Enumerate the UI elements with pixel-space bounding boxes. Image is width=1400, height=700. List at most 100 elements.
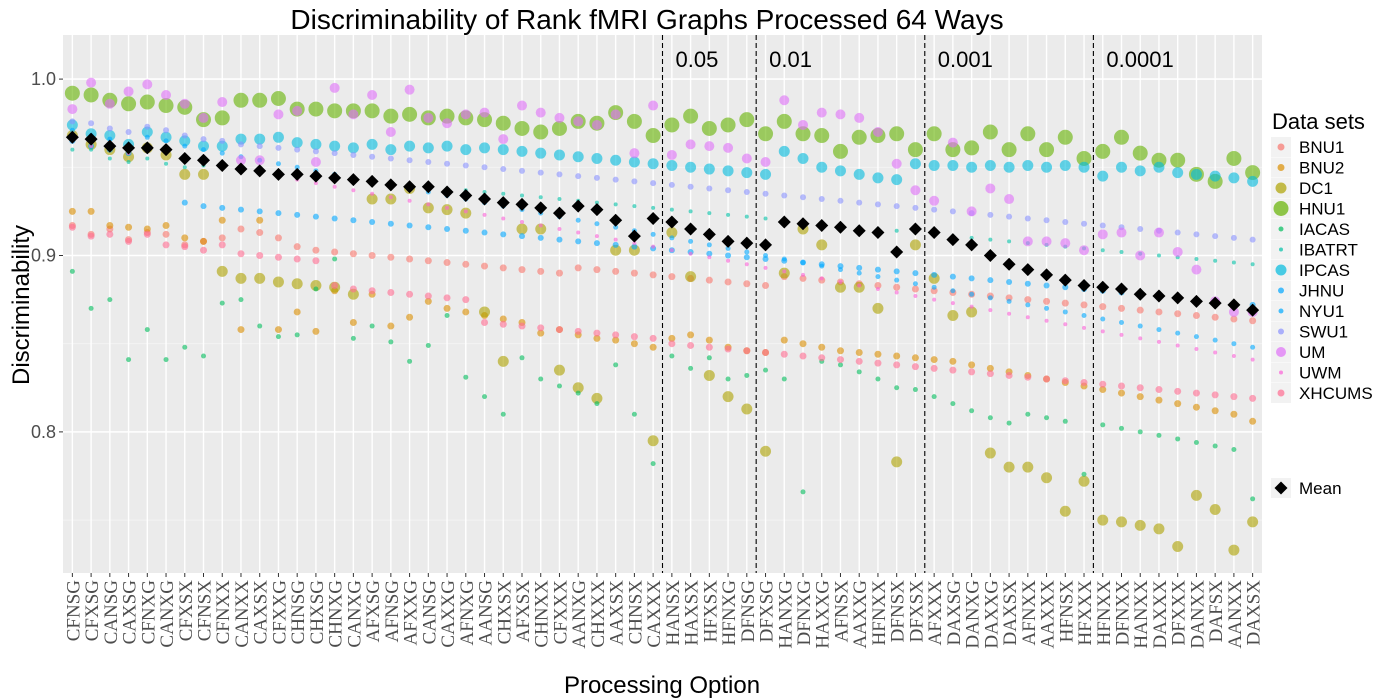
point-nyu1 bbox=[575, 217, 581, 223]
point-iacas bbox=[1250, 496, 1256, 502]
legend-label-mean: Mean bbox=[1299, 479, 1342, 498]
point-swu1 bbox=[425, 159, 432, 166]
point-uwm bbox=[932, 297, 937, 302]
x-axis-ticks: CFNSGCFXSGCANSGCAXSGCFNXGCANXGCFXSXCFNSX… bbox=[63, 573, 1265, 649]
point-xhcums bbox=[743, 347, 751, 355]
point-ipcas bbox=[1153, 161, 1165, 173]
point-xhcums bbox=[443, 294, 451, 302]
point-hnu1 bbox=[1057, 129, 1073, 145]
point-jhnu bbox=[481, 229, 488, 236]
point-um bbox=[235, 155, 246, 166]
mean-point bbox=[1133, 287, 1147, 301]
point-ipcas bbox=[179, 135, 191, 147]
x-tick-label: AFNSG bbox=[382, 580, 403, 643]
point-bnu1 bbox=[368, 251, 376, 259]
point-bnu1 bbox=[1043, 297, 1051, 305]
point-swu1 bbox=[125, 129, 132, 136]
x-tick-label: DAFSX bbox=[1206, 580, 1227, 643]
point-iacas bbox=[238, 297, 244, 303]
point-hnu1 bbox=[926, 126, 942, 142]
point-swu1 bbox=[1174, 229, 1181, 236]
series-swu1 bbox=[69, 118, 1256, 243]
x-tick-label: CANXG bbox=[344, 580, 365, 648]
point-nyu1 bbox=[894, 277, 900, 283]
point-um bbox=[1004, 194, 1015, 205]
point-iacas bbox=[800, 489, 806, 495]
x-tick-label: CFXXG bbox=[269, 580, 290, 645]
point-iacas bbox=[1081, 471, 1087, 477]
point-iacas bbox=[1175, 436, 1181, 442]
point-jhnu bbox=[387, 220, 394, 227]
point-dc1 bbox=[179, 168, 191, 180]
point-uwm bbox=[89, 144, 94, 149]
x-tick-label: CANXX bbox=[232, 580, 253, 648]
point-nyu1 bbox=[987, 295, 993, 301]
point-xhcums bbox=[705, 343, 713, 351]
point-nyu1 bbox=[1025, 302, 1031, 308]
point-um bbox=[1079, 245, 1090, 256]
point-bnu2 bbox=[462, 308, 470, 316]
point-dc1 bbox=[254, 272, 266, 284]
threshold-lines: 0.05 0.01 0.001 0.0001 bbox=[661, 35, 1174, 573]
point-jhnu bbox=[837, 263, 844, 270]
x-tick-label: CAXSX bbox=[251, 580, 272, 645]
point-swu1 bbox=[1212, 233, 1219, 240]
point-um bbox=[648, 100, 659, 111]
point-ipcas bbox=[441, 140, 453, 152]
series-ipcas bbox=[66, 119, 1259, 187]
point-jhnu bbox=[1043, 282, 1050, 289]
point-ipcas bbox=[610, 154, 622, 166]
point-iacas bbox=[556, 383, 562, 389]
x-tick-label: HFXXX bbox=[1075, 580, 1096, 646]
point-bnu2 bbox=[949, 357, 957, 365]
x-tick-label: CFNXG bbox=[138, 580, 159, 645]
point-hnu1 bbox=[964, 140, 980, 156]
point-bnu1 bbox=[574, 264, 582, 272]
point-bnu1 bbox=[555, 269, 563, 277]
point-swu1 bbox=[275, 144, 282, 151]
mean-point bbox=[328, 171, 342, 185]
point-swu1 bbox=[312, 148, 319, 155]
point-iacas bbox=[88, 305, 94, 311]
x-tick-label: CHXSG bbox=[307, 580, 328, 645]
point-uwm bbox=[1250, 357, 1255, 362]
point-swu1 bbox=[1193, 231, 1200, 238]
point-um bbox=[685, 139, 696, 150]
point-hnu1 bbox=[626, 113, 642, 129]
point-swu1 bbox=[106, 125, 113, 132]
legend-key-dc1 bbox=[1275, 182, 1287, 194]
point-ibatrt bbox=[707, 211, 712, 216]
data-points bbox=[64, 77, 1261, 556]
y-axis-title: Discriminability bbox=[8, 225, 35, 385]
point-dc1 bbox=[1022, 461, 1034, 473]
x-tick-label: DFNSX bbox=[888, 580, 909, 643]
point-bnu1 bbox=[481, 262, 489, 270]
legend-key-nyu1 bbox=[1278, 308, 1284, 314]
legend-label: JHNU bbox=[1299, 282, 1344, 301]
point-nyu1 bbox=[1006, 298, 1012, 304]
point-nyu1 bbox=[950, 288, 956, 294]
point-iacas bbox=[669, 353, 675, 359]
point-hnu1 bbox=[1113, 129, 1129, 145]
point-xhcums bbox=[1043, 375, 1051, 383]
point-um bbox=[423, 112, 434, 123]
point-iacas bbox=[1062, 418, 1068, 424]
point-iacas bbox=[425, 342, 431, 348]
point-nyu1 bbox=[800, 260, 806, 266]
point-um bbox=[1191, 264, 1202, 275]
x-tick-label: AAXXG bbox=[850, 580, 871, 649]
point-xhcums bbox=[668, 340, 676, 348]
point-uwm bbox=[538, 223, 543, 228]
point-swu1 bbox=[687, 183, 694, 190]
point-jhnu bbox=[181, 199, 188, 206]
mean-point bbox=[552, 206, 566, 220]
point-um bbox=[535, 107, 546, 118]
point-iacas bbox=[538, 376, 544, 382]
point-dc1 bbox=[553, 364, 565, 376]
point-iacas bbox=[650, 461, 656, 467]
point-swu1 bbox=[781, 192, 788, 199]
mean-point bbox=[1227, 298, 1241, 312]
point-swu1 bbox=[537, 169, 544, 176]
x-tick-label: DAXXX bbox=[1150, 580, 1171, 649]
point-swu1 bbox=[462, 162, 469, 169]
